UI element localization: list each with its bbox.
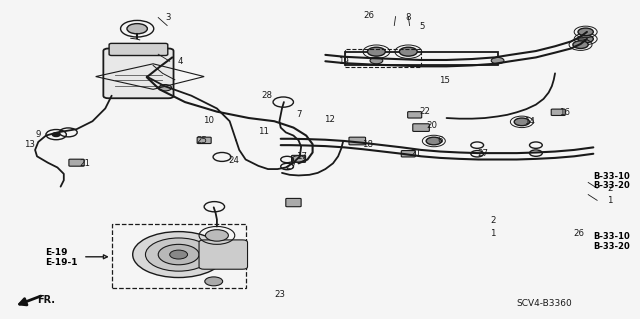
FancyBboxPatch shape [349,137,365,145]
Text: B-33-10: B-33-10 [593,232,630,241]
Circle shape [367,47,385,56]
FancyBboxPatch shape [292,155,305,162]
Circle shape [426,137,442,145]
Text: 6: 6 [437,137,442,145]
Text: 21: 21 [410,149,421,158]
Text: 25: 25 [196,137,207,145]
Circle shape [52,133,60,137]
Text: 15: 15 [439,76,450,85]
FancyBboxPatch shape [408,112,422,118]
Text: 2: 2 [490,216,495,225]
Text: 13: 13 [24,140,35,149]
Circle shape [205,230,228,241]
Text: 28: 28 [262,91,273,100]
FancyBboxPatch shape [286,198,301,207]
Text: 18: 18 [362,140,373,149]
Circle shape [573,41,588,48]
Circle shape [127,24,147,34]
Text: E-19-1: E-19-1 [45,258,77,267]
Text: 14: 14 [524,117,536,126]
Text: 2: 2 [607,184,613,193]
Text: 26: 26 [573,229,584,238]
FancyBboxPatch shape [413,124,429,131]
Text: FR.: FR. [37,295,55,306]
Circle shape [370,57,383,64]
Text: 24: 24 [228,156,239,165]
Text: 22: 22 [420,107,431,115]
Text: 8: 8 [405,13,411,22]
Text: 27: 27 [286,162,297,171]
Circle shape [132,232,225,278]
Circle shape [399,47,417,56]
Text: 21: 21 [79,159,90,168]
Text: 23: 23 [275,290,285,299]
Text: 7: 7 [296,110,301,119]
Text: 12: 12 [324,115,335,124]
Text: B-33-20: B-33-20 [593,181,630,190]
Text: 5: 5 [420,22,426,31]
Circle shape [578,35,593,43]
Circle shape [145,238,212,271]
FancyBboxPatch shape [103,48,173,98]
Text: 1: 1 [607,197,613,205]
Text: 4: 4 [177,57,183,66]
FancyBboxPatch shape [401,151,415,157]
Text: 3: 3 [166,13,172,22]
Circle shape [159,85,172,91]
Circle shape [170,250,188,259]
FancyBboxPatch shape [551,109,565,115]
Text: 27: 27 [477,149,488,158]
Text: 9: 9 [35,130,40,139]
Circle shape [514,118,529,126]
FancyBboxPatch shape [197,137,211,144]
Text: E-19: E-19 [45,248,67,257]
FancyBboxPatch shape [69,159,84,166]
Circle shape [205,277,223,286]
Text: B-33-10: B-33-10 [593,172,630,181]
Circle shape [492,57,504,64]
FancyBboxPatch shape [109,43,168,56]
Text: 10: 10 [203,116,214,125]
Circle shape [158,244,199,265]
Text: B-33-20: B-33-20 [593,242,630,251]
Text: 20: 20 [426,121,437,130]
Text: 26: 26 [364,11,374,20]
Text: 17: 17 [296,152,307,161]
Text: 16: 16 [559,108,570,117]
Text: 11: 11 [259,127,269,136]
FancyBboxPatch shape [199,240,248,269]
Text: 19: 19 [338,57,349,66]
Text: 1: 1 [490,229,495,238]
Circle shape [578,28,593,36]
Text: SCV4-B3360: SCV4-B3360 [516,299,573,308]
